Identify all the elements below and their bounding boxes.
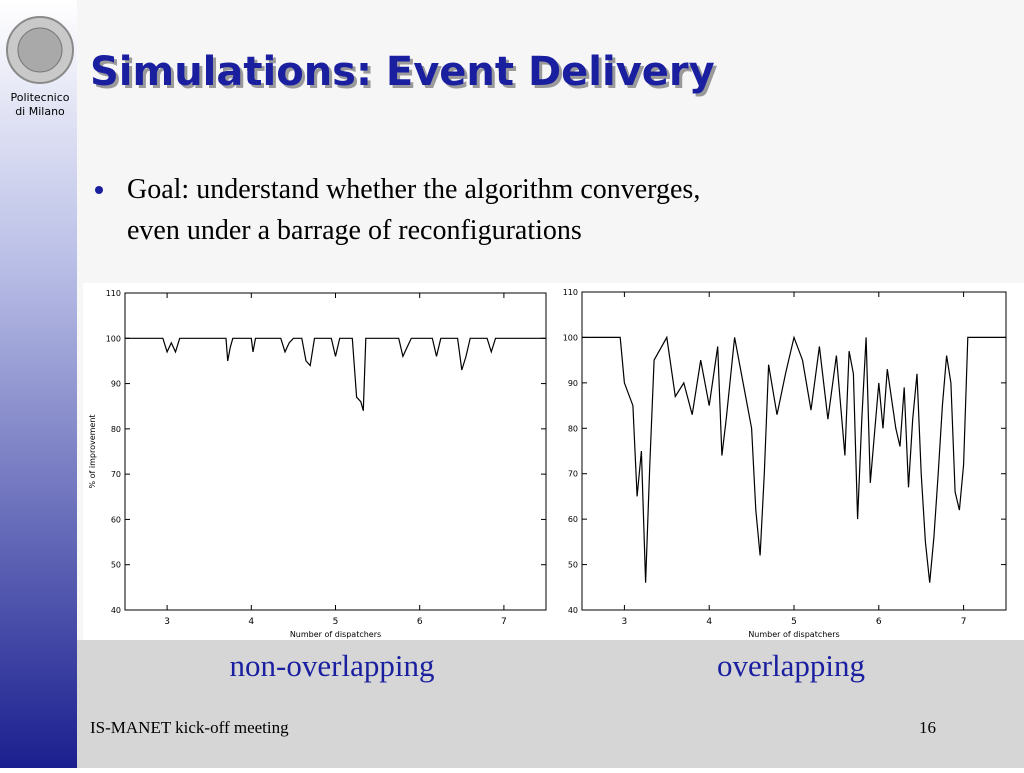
y-tick-label: 80 — [111, 425, 121, 434]
y-axis-label: % of improvement — [88, 414, 97, 488]
x-tick-label: 5 — [791, 617, 797, 627]
title-shadow: Simulations: Event Delivery — [93, 52, 718, 98]
data-line — [582, 335, 1006, 583]
logo-inner — [17, 27, 63, 73]
y-tick-label: 60 — [111, 515, 121, 524]
sidebar — [0, 0, 77, 768]
page-number: 16 — [919, 718, 936, 737]
chart-caption: overlapping — [717, 648, 865, 683]
y-tick-label: 100 — [106, 334, 121, 343]
y-tick-label: 60 — [568, 515, 578, 524]
y-tick-label: 50 — [111, 561, 121, 570]
data-line — [125, 337, 546, 411]
y-tick-label: 110 — [563, 288, 578, 297]
logo-text: di Milano — [15, 105, 65, 118]
x-tick-label: 3 — [622, 617, 628, 627]
x-tick-label: 3 — [164, 617, 170, 627]
title: Simulations: Event Delivery — [90, 49, 715, 95]
bullet-dot — [95, 186, 103, 194]
y-tick-label: 40 — [111, 606, 121, 615]
chart-caption: non-overlapping — [230, 648, 435, 683]
y-tick-label: 80 — [568, 424, 578, 433]
x-tick-label: 7 — [501, 617, 507, 627]
x-tick-label: 6 — [417, 617, 423, 627]
x-tick-label: 6 — [876, 617, 882, 627]
x-tick-label: 5 — [333, 617, 339, 627]
x-tick-label: 4 — [706, 617, 712, 627]
y-tick-label: 100 — [563, 333, 578, 342]
bullet-text: Goal: understand whether the algorithm c… — [127, 174, 700, 205]
y-tick-label: 50 — [568, 561, 578, 570]
chart-panel — [83, 283, 563, 640]
x-tick-label: 4 — [248, 617, 254, 627]
y-tick-label: 40 — [568, 606, 578, 615]
y-tick-label: 90 — [568, 379, 578, 388]
bullet-text: even under a barrage of reconfigurations — [127, 215, 582, 246]
y-tick-label: 90 — [111, 380, 121, 389]
x-axis-label: Number of dispatchers — [290, 630, 381, 639]
x-axis-label: Number of dispatchers — [748, 630, 839, 639]
y-tick-label: 110 — [106, 289, 121, 298]
x-tick-label: 7 — [961, 617, 967, 627]
logo-text: Politecnico — [10, 91, 69, 104]
y-tick-label: 70 — [111, 470, 121, 479]
footer: IS-MANET kick-off meeting — [90, 718, 289, 737]
chart-panel — [563, 283, 1024, 640]
y-tick-label: 70 — [568, 470, 578, 479]
lower-band — [77, 640, 1024, 768]
